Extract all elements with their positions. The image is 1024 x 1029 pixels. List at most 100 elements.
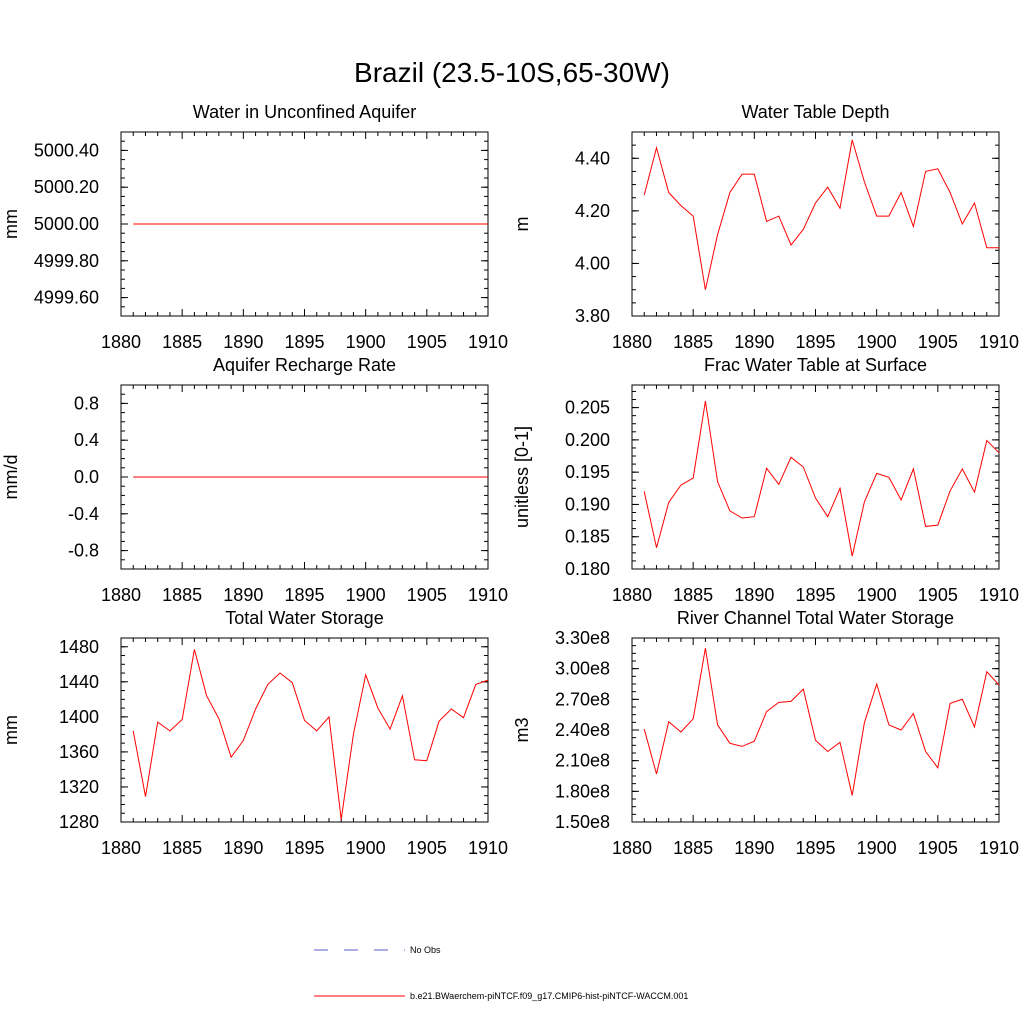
plot-frame: [120, 637, 489, 823]
x-tick-label: 1890: [223, 332, 263, 352]
series-line: [643, 648, 1000, 796]
y-tick-label: -0.4: [68, 504, 99, 524]
panel-title: River Channel Total Water Storage: [677, 608, 954, 628]
x-tick-label: 1885: [162, 585, 202, 605]
figure-title: Brazil (23.5-10S,65-30W): [354, 57, 670, 88]
panel-title: Aquifer Recharge Rate: [213, 355, 396, 375]
x-tick-label: 1895: [284, 585, 324, 605]
y-axis-label: unitless [0-1]: [512, 426, 532, 528]
x-tick-label: 1880: [101, 838, 141, 858]
y-tick-label: 3.80: [575, 306, 610, 326]
x-tick-label: 1910: [468, 585, 508, 605]
series-line: [643, 139, 999, 290]
y-tick-label: 0.200: [565, 430, 610, 450]
x-tick-label: 1880: [612, 838, 652, 858]
y-tick-label: 0.195: [565, 462, 610, 482]
x-tick-label: 1900: [346, 585, 386, 605]
x-tick-label: 1880: [101, 585, 141, 605]
plot-frame: [631, 637, 1000, 823]
y-tick-label: 1.80e8: [555, 781, 610, 801]
legend: No Obs b.e21.BWaerchem-piNTCF.f09_g17.CM…: [314, 945, 688, 1001]
y-tick-label: 0.190: [565, 494, 610, 514]
panel-4: Frac Water Table at Surface unitless [0-1…: [512, 355, 1019, 605]
x-tick-label: 1910: [979, 838, 1019, 858]
y-tick-label: 1360: [59, 742, 99, 762]
y-tick-label: 5000.00: [34, 214, 99, 234]
y-tick-label: 1480: [59, 637, 99, 657]
x-tick-label: 1900: [346, 838, 386, 858]
x-tick-label: 1885: [673, 585, 713, 605]
x-tick-label: 1895: [795, 585, 835, 605]
y-tick-label: 4999.80: [34, 251, 99, 271]
y-tick-label: 5000.20: [34, 177, 99, 197]
y-tick-label: 2.70e8: [555, 689, 610, 709]
x-tick-label: 1905: [918, 838, 958, 858]
x-tick-label: 1890: [734, 332, 774, 352]
x-tick-label: 1905: [407, 332, 447, 352]
x-tick-label: 1910: [468, 838, 508, 858]
y-tick-label: 1.50e8: [555, 812, 610, 832]
x-tick-label: 1895: [284, 838, 324, 858]
panel-title: Frac Water Table at Surface: [704, 355, 927, 375]
y-tick-label: 4.40: [575, 148, 610, 168]
x-tick-label: 1880: [612, 585, 652, 605]
panels: Water in Unconfined Aquifer mm 1880 1885 189…: [1, 102, 1019, 858]
y-tick-label: 0.8: [74, 393, 99, 413]
x-tick-label: 1900: [346, 332, 386, 352]
panel-title: Water Table Depth: [741, 102, 889, 122]
y-tick-label: 4.00: [575, 253, 610, 273]
x-tick-label: 1900: [857, 332, 897, 352]
y-axis-label: m3: [512, 717, 532, 742]
y-tick-label: -0.8: [68, 541, 99, 561]
x-tick-label: 1885: [162, 838, 202, 858]
x-tick-label: 1885: [673, 332, 713, 352]
x-tick-label: 1895: [795, 332, 835, 352]
series-line: [643, 401, 1000, 557]
y-tick-label: 2.10e8: [555, 751, 610, 771]
x-tick-label: 1895: [795, 838, 835, 858]
x-tick-label: 1910: [979, 332, 1019, 352]
series-line: [132, 649, 489, 820]
y-tick-label: 1320: [59, 777, 99, 797]
y-tick-label: 0.180: [565, 559, 610, 579]
x-tick-label: 1900: [857, 585, 897, 605]
y-tick-label: 0.185: [565, 527, 610, 547]
plot-frame: [631, 131, 1000, 317]
x-tick-label: 1905: [918, 332, 958, 352]
panel-3: Aquifer Recharge Rate mm/d 1880 1885 1890 189…: [1, 355, 508, 605]
legend-model-label: b.e21.BWaerchem-piNTCF.f09_g17.CMIP6-his…: [410, 991, 688, 1001]
x-tick-label: 1890: [223, 585, 263, 605]
panel-title: Total Water Storage: [225, 608, 383, 628]
y-tick-label: 5000.40: [34, 140, 99, 160]
x-tick-label: 1905: [407, 838, 447, 858]
x-tick-label: 1890: [734, 838, 774, 858]
y-tick-label: 0.0: [74, 467, 99, 487]
panel-title: Water in Unconfined Aquifer: [193, 102, 416, 122]
y-tick-label: 0.4: [74, 430, 99, 450]
y-tick-label: 3.30e8: [555, 628, 610, 648]
x-tick-label: 1885: [673, 838, 713, 858]
panel-1: Water in Unconfined Aquifer mm 1880 1885 189…: [1, 102, 508, 352]
x-tick-label: 1900: [857, 838, 897, 858]
panel-2: Water Table Depth m 1880 1885 1890 1895 1900 19…: [512, 102, 1019, 352]
y-axis-label: m: [512, 217, 532, 232]
x-tick-label: 1880: [612, 332, 652, 352]
y-axis-label: mm: [1, 209, 21, 239]
y-tick-label: 2.40e8: [555, 720, 610, 740]
x-tick-label: 1910: [468, 332, 508, 352]
y-tick-label: 4999.60: [34, 288, 99, 308]
legend-obs-label: No Obs: [410, 945, 441, 955]
x-tick-label: 1905: [407, 585, 447, 605]
panel-5: Total Water Storage mm 1880 1885 1890 1895 190…: [1, 608, 508, 858]
x-tick-label: 1905: [918, 585, 958, 605]
x-tick-label: 1895: [284, 332, 324, 352]
x-tick-label: 1880: [101, 332, 141, 352]
x-tick-label: 1910: [979, 585, 1019, 605]
y-axis-label: mm/d: [1, 455, 21, 500]
y-tick-label: 0.205: [565, 398, 610, 418]
y-tick-label: 3.00e8: [555, 659, 610, 679]
x-tick-label: 1890: [734, 585, 774, 605]
